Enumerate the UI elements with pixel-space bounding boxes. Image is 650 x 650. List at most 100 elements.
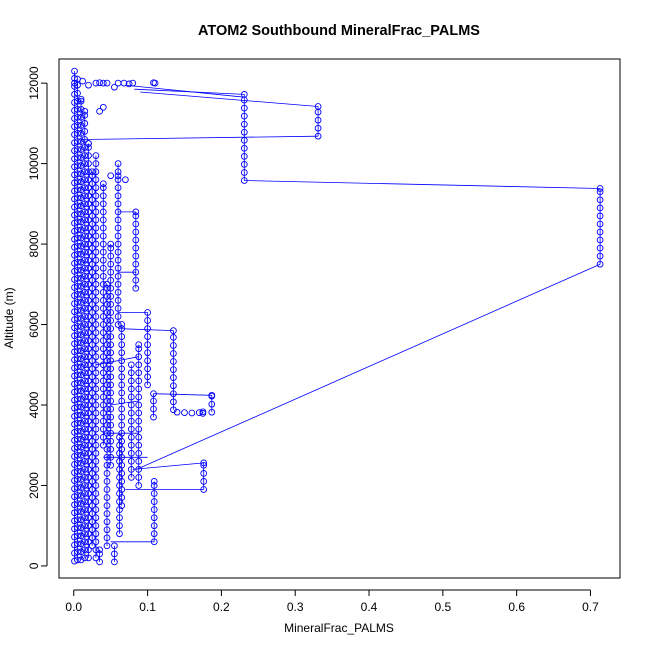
data-point [200, 470, 208, 477]
data-point [81, 107, 89, 115]
data-point [77, 282, 85, 290]
data-point [127, 474, 135, 481]
data-point [107, 284, 115, 292]
data-point [85, 264, 92, 272]
data-point [77, 516, 85, 524]
data-point [99, 425, 107, 433]
data-point [77, 500, 85, 507]
data-point [88, 470, 96, 477]
data-point [85, 385, 92, 393]
data-point [81, 409, 89, 417]
data-point [135, 369, 143, 377]
data-point [88, 357, 96, 365]
data-point [114, 160, 122, 167]
data-point [81, 441, 89, 449]
data-point [596, 236, 604, 244]
data-point [71, 388, 78, 396]
data-point [99, 280, 107, 288]
data-point [81, 433, 89, 441]
series-line-segment [244, 180, 601, 189]
data-point [150, 530, 158, 538]
x-tick-label: 0.1 [139, 600, 156, 614]
data-point [85, 514, 92, 522]
data-point [99, 313, 107, 320]
data-point [77, 105, 85, 113]
data-point [118, 389, 126, 397]
data-point [85, 498, 92, 505]
data-point [208, 400, 216, 408]
data-point [88, 325, 96, 332]
data-point [173, 408, 181, 416]
data-point [71, 324, 78, 332]
chart-title: ATOM2 Southbound MineralFrac_PALMS [198, 23, 480, 39]
data-point [103, 518, 111, 526]
data-point [103, 478, 111, 485]
data-point [92, 288, 100, 296]
data-point [71, 501, 78, 509]
data-point [85, 140, 92, 147]
data-point [88, 486, 96, 493]
data-point [77, 210, 85, 218]
data-point [85, 361, 92, 369]
data-point [188, 409, 196, 417]
data-point [71, 533, 78, 541]
data-point [240, 144, 248, 152]
data-point [116, 441, 123, 449]
data-point [71, 260, 78, 267]
data-point [114, 200, 122, 208]
data-point [127, 377, 135, 385]
data-point [85, 522, 92, 530]
series-line-segment [110, 400, 139, 406]
data-point [103, 381, 111, 389]
data-point [85, 329, 92, 336]
data-point [92, 425, 100, 433]
data-point [85, 506, 92, 513]
data-point [92, 498, 100, 505]
data-point [150, 490, 158, 497]
data-point [85, 377, 92, 385]
data-point [103, 280, 111, 288]
data-point [107, 357, 115, 365]
data-point [77, 459, 85, 467]
x-axis-label: MineralFrac_PALMS [284, 621, 394, 635]
data-point [107, 309, 115, 316]
data-point [88, 429, 96, 437]
data-point [103, 405, 111, 413]
data-point [314, 103, 322, 110]
data-point [92, 264, 100, 272]
data-point [77, 492, 85, 499]
x-tick-label: 0.5 [434, 600, 451, 614]
data-point [77, 274, 85, 282]
data-point [118, 357, 126, 365]
data-point [103, 470, 111, 477]
data-point [144, 357, 151, 365]
data-point [77, 299, 85, 306]
data-point [135, 409, 143, 417]
data-point [77, 226, 85, 234]
data-point [103, 349, 111, 357]
data-point [240, 128, 248, 136]
data-point [88, 220, 96, 228]
data-point [85, 538, 92, 546]
data-point [99, 353, 107, 361]
data-point [88, 284, 96, 292]
data-point [103, 437, 111, 445]
data-point [77, 540, 85, 548]
data-point [85, 482, 92, 489]
data-point [596, 185, 604, 192]
data-point [99, 180, 107, 188]
data-point [81, 522, 89, 530]
data-point [71, 79, 78, 87]
data-point [71, 268, 78, 275]
data-point [92, 466, 100, 473]
data-point [88, 397, 96, 405]
series-line-segment [125, 84, 245, 98]
data-point [120, 79, 128, 87]
data-point [111, 542, 118, 550]
data-point [71, 131, 78, 138]
data-point [81, 321, 89, 328]
data-point [71, 557, 78, 565]
data-point [114, 232, 122, 240]
data-point [150, 482, 158, 489]
data-point [92, 506, 100, 513]
